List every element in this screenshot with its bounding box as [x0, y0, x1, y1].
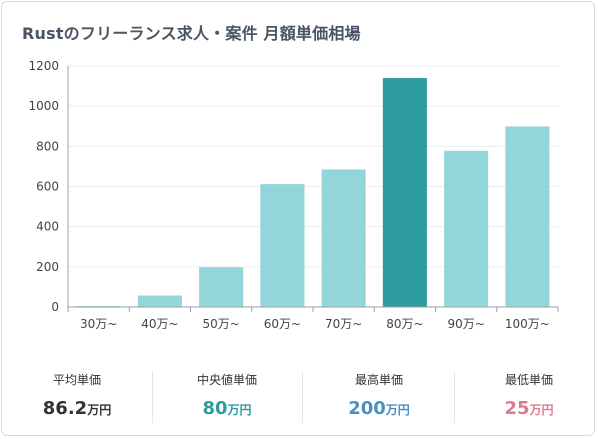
- stat-median-label: 中央値単価: [196, 373, 257, 387]
- bar: [505, 126, 550, 307]
- y-tick-label: 600: [36, 180, 59, 194]
- y-tick-label: 800: [36, 139, 59, 153]
- y-tick-label: 400: [36, 220, 59, 234]
- bar: [382, 78, 427, 307]
- stat-lowest-value: 25万円: [454, 398, 598, 419]
- stat-average: 平均単価 86.2万円: [2, 367, 152, 419]
- bar: [321, 169, 366, 307]
- stat-median-unit: 万円: [227, 403, 252, 417]
- x-tick-label: 30万~: [80, 317, 117, 331]
- y-tick-label: 1200: [28, 59, 59, 73]
- stat-highest-unit: 万円: [385, 403, 410, 417]
- stat-lowest-number: 25: [504, 398, 530, 419]
- x-tick-label: 70万~: [325, 317, 362, 331]
- stat-average-unit: 万円: [87, 403, 112, 417]
- stat-highest-number: 200: [348, 398, 386, 419]
- stat-lowest: 最低単価 25万円: [454, 367, 598, 419]
- stat-median: 中央値単価 80万円: [152, 367, 302, 419]
- x-tick-label: 40万~: [141, 317, 178, 331]
- x-tick-label: 100万~: [505, 317, 550, 331]
- stat-divider: [454, 371, 455, 423]
- stat-divider: [302, 371, 303, 423]
- x-tick-label: 90万~: [447, 317, 484, 331]
- y-tick-label: 0: [51, 300, 59, 314]
- stat-highest: 最高単価 200万円: [304, 367, 454, 419]
- y-tick-label: 1000: [28, 99, 59, 113]
- x-tick-label: 50万~: [202, 317, 239, 331]
- bar: [199, 267, 244, 307]
- chart-title: Rustのフリーランス求人・案件 月額単価相場: [22, 24, 361, 43]
- x-tick-label: 60万~: [264, 317, 301, 331]
- stat-lowest-unit: 万円: [529, 403, 554, 417]
- x-tick-label: 80万~: [386, 317, 423, 331]
- bar-chart: 0 200 400 600 800 1000 1200 30万~ 40万~ 50万~ 60万~ 70万…: [28, 59, 559, 331]
- bar: [76, 305, 121, 307]
- bar: [137, 295, 182, 307]
- stat-median-value: 80万円: [152, 398, 302, 419]
- stat-average-label: 平均単価: [52, 373, 101, 387]
- stats-row: 平均単価 86.2万円 中央値単価 80万円 最高単価 200万円 最低単価 2…: [2, 367, 596, 425]
- stat-divider: [152, 371, 153, 423]
- stat-highest-value: 200万円: [304, 398, 454, 419]
- stat-lowest-label: 最低単価: [504, 373, 553, 387]
- stat-highest-label: 最高単価: [354, 373, 403, 387]
- stat-average-value: 86.2万円: [2, 398, 152, 419]
- bar: [444, 150, 489, 307]
- stat-average-number: 86.2: [42, 398, 88, 419]
- stat-median-number: 80: [202, 398, 228, 419]
- bar: [260, 184, 305, 307]
- y-tick-label: 200: [36, 260, 59, 274]
